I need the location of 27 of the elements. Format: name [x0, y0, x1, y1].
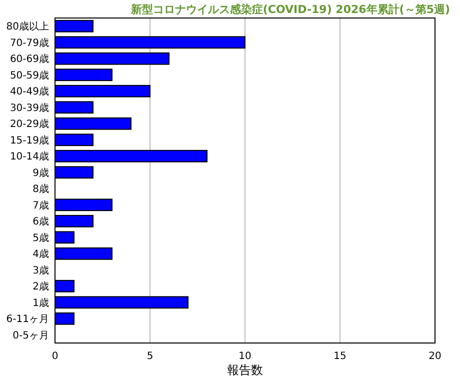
y-tick-label: 80歳以上: [6, 20, 49, 33]
y-tick-label: 3歳: [32, 264, 49, 276]
y-tick-label: 15-19歳: [10, 134, 49, 146]
y-tick-label: 8歳: [32, 183, 49, 196]
y-tick-label: 10-14歳: [10, 150, 49, 163]
y-tick-label: 30-39歳: [10, 102, 49, 114]
y-tick-label: 4歳: [32, 248, 49, 260]
y-tick-label: 60-69歳: [10, 53, 49, 66]
x-tick-label: 20: [428, 351, 442, 362]
y-tick-label: 70-79歳: [10, 36, 49, 49]
x-tick-label: 5: [146, 351, 154, 362]
x-tick-label: 0: [52, 351, 58, 362]
y-tick-label: 6歳: [32, 216, 49, 228]
y-tick-label: 1歳: [32, 296, 49, 309]
x-axis-title: 報告数: [227, 363, 263, 377]
y-tick-label: 20-29歳: [10, 118, 49, 130]
y-tick-label: 2歳: [32, 280, 49, 293]
y-tick-label: 6-11ヶ月: [6, 314, 49, 326]
y-tick-label: 7歳: [32, 199, 49, 212]
x-tick-label: 10: [238, 351, 252, 362]
y-tick-label: 0-5ヶ月: [12, 330, 49, 342]
y-tick-label: 5歳: [32, 232, 49, 244]
y-tick-label: 9歳: [32, 166, 49, 179]
y-tick-label: 40-49歳: [10, 86, 49, 98]
chart-title: 新型コロナウイルス感染症(COVID-19) 2026年累計(～第5週): [130, 3, 450, 16]
y-tick-label: 50-59歳: [10, 69, 49, 82]
x-tick-label: 15: [334, 351, 346, 362]
